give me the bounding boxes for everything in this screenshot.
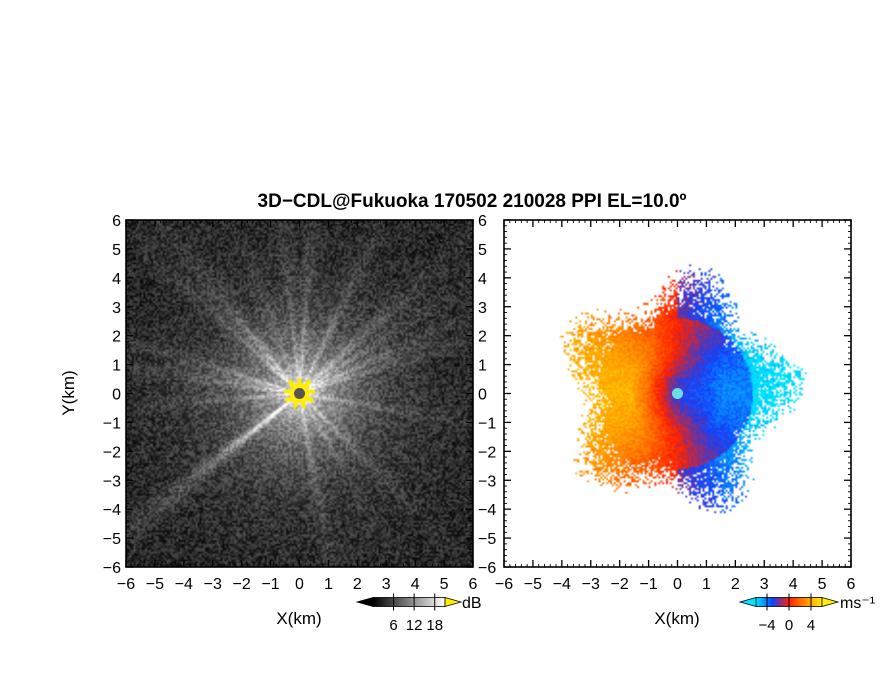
intensity-x-tick-label: −3 <box>204 576 222 593</box>
velocity-colorbar: −4 0 4 ms⁻¹ <box>738 593 875 634</box>
velocity-colorbar-tick-label: 0 <box>785 617 793 634</box>
intensity-y-tick-label-right: 3 <box>478 300 487 317</box>
intensity-y-tick-label: 5 <box>112 242 121 259</box>
intensity-y-tick-label-right: 5 <box>478 242 487 259</box>
intensity-x-tick-label: −1 <box>261 576 279 593</box>
intensity-colorbar-bar <box>372 597 446 607</box>
intensity-y-tick-label: 1 <box>112 358 121 375</box>
velocity-x-tick-label: 3 <box>760 576 769 593</box>
intensity-y-tick-label-right: 1 <box>478 358 487 375</box>
velocity-panel: −6 −5 −4 −3 −2 −1 0 1 2 3 4 5 6 X(km) −4 0 4ms⁻¹ <box>495 219 875 634</box>
intensity-x-tick-label: −4 <box>175 576 193 593</box>
intensity-x-tick-label: 1 <box>324 576 333 593</box>
intensity-ticks: −6 −5 −4 −3 −2 −1 0 1 2 3 4 5 6−6 −6−5 −5−4 −4−3 −3−2 −2−… <box>103 213 497 593</box>
intensity-x-tick-label: 5 <box>440 576 449 593</box>
intensity-x-tick-label: 4 <box>411 576 420 593</box>
velocity-x-tick-label: 4 <box>789 576 798 593</box>
velocity-x-tick-label: −2 <box>611 576 629 593</box>
intensity-x-tick-label: 3 <box>382 576 391 593</box>
intensity-panel: −6 −5 −4 −3 −2 −1 0 1 2 3 4 5 6−6 −6−5 −5−4 −4−3 −3−2 −2−… <box>59 213 496 634</box>
intensity-y-tick-label: 2 <box>112 329 121 346</box>
intensity-y-tick-label-right: 0 <box>478 387 487 404</box>
velocity-colorbar-tick-label: 4 <box>807 617 815 634</box>
intensity-x-tick-label: 2 <box>353 576 362 593</box>
velocity-x-tick-label: 0 <box>673 576 682 593</box>
intensity-colorbar-over-triangle <box>444 596 463 608</box>
velocity-ticks: −6 −5 −4 −3 −2 −1 0 1 2 3 4 5 6 <box>495 219 856 593</box>
velocity-colorbar-tick-label: −4 <box>758 617 775 634</box>
intensity-x-axis-label: X(km) <box>276 609 321 628</box>
intensity-y-tick-label-right: −1 <box>478 415 496 432</box>
velocity-x-tick-label: −6 <box>495 576 513 593</box>
intensity-y-tick-label-right: −3 <box>478 473 496 490</box>
intensity-y-tick-label-right: −2 <box>478 444 496 461</box>
intensity-y-axis-label: Y(km) <box>59 370 78 415</box>
intensity-colorbar-tick-label: 12 <box>406 617 423 634</box>
intensity-x-tick-label: −2 <box>233 576 251 593</box>
intensity-x-tick-label: −5 <box>146 576 164 593</box>
intensity-y-tick-label: 3 <box>112 300 121 317</box>
chart-title: 3D−CDL@Fukuoka 170502 210028 PPI EL=10.0… <box>258 191 687 212</box>
velocity-x-tick-label: −1 <box>639 576 657 593</box>
velocity-colorbar-over-triangle <box>821 596 840 608</box>
intensity-y-tick-label: 6 <box>112 213 121 230</box>
velocity-x-tick-label: −3 <box>582 576 600 593</box>
intensity-x-tick-label: 0 <box>295 576 304 593</box>
intensity-y-tick-label-right: 2 <box>478 329 487 346</box>
velocity-colorbar-unit: ms⁻¹ <box>840 595 875 612</box>
intensity-y-tick-label: −4 <box>103 502 121 519</box>
intensity-center-marker <box>294 388 305 399</box>
velocity-x-tick-label: −4 <box>553 576 571 593</box>
intensity-colorbar-unit: dB <box>462 595 482 612</box>
intensity-y-tick-label: −3 <box>103 473 121 490</box>
velocity-x-axis-label: X(km) <box>654 609 699 628</box>
intensity-colorbar-tick-label: 6 <box>389 617 397 634</box>
intensity-y-tick-label: −6 <box>103 560 121 577</box>
velocity-center-marker <box>672 388 683 399</box>
velocity-x-tick-label: 2 <box>731 576 740 593</box>
intensity-colorbar-tick-label: 18 <box>426 617 443 634</box>
intensity-y-tick-label: 4 <box>112 271 121 288</box>
intensity-x-tick-label: 6 <box>469 576 478 593</box>
intensity-y-tick-label-right: −4 <box>478 502 496 519</box>
intensity-y-tick-label-right: −5 <box>478 531 496 548</box>
intensity-y-tick-label-right: 6 <box>478 213 487 230</box>
velocity-x-tick-label: −5 <box>524 576 542 593</box>
intensity-y-tick-label-right: 4 <box>478 271 487 288</box>
velocity-x-tick-label: 6 <box>847 576 856 593</box>
intensity-y-tick-label: 0 <box>112 387 121 404</box>
velocity-x-tick-label: 5 <box>818 576 827 593</box>
intensity-y-tick-label: −5 <box>103 531 121 548</box>
intensity-y-tick-label: −2 <box>103 444 121 461</box>
intensity-colorbar-under-triangle <box>355 596 374 608</box>
intensity-x-tick-label: −6 <box>117 576 135 593</box>
intensity-y-tick-label-right: −6 <box>478 560 496 577</box>
velocity-x-tick-label: 1 <box>702 576 711 593</box>
velocity-colorbar-under-triangle <box>738 596 757 608</box>
intensity-y-tick-label: −1 <box>103 415 121 432</box>
intensity-colorbar: 6 12 18 dB <box>355 593 482 634</box>
